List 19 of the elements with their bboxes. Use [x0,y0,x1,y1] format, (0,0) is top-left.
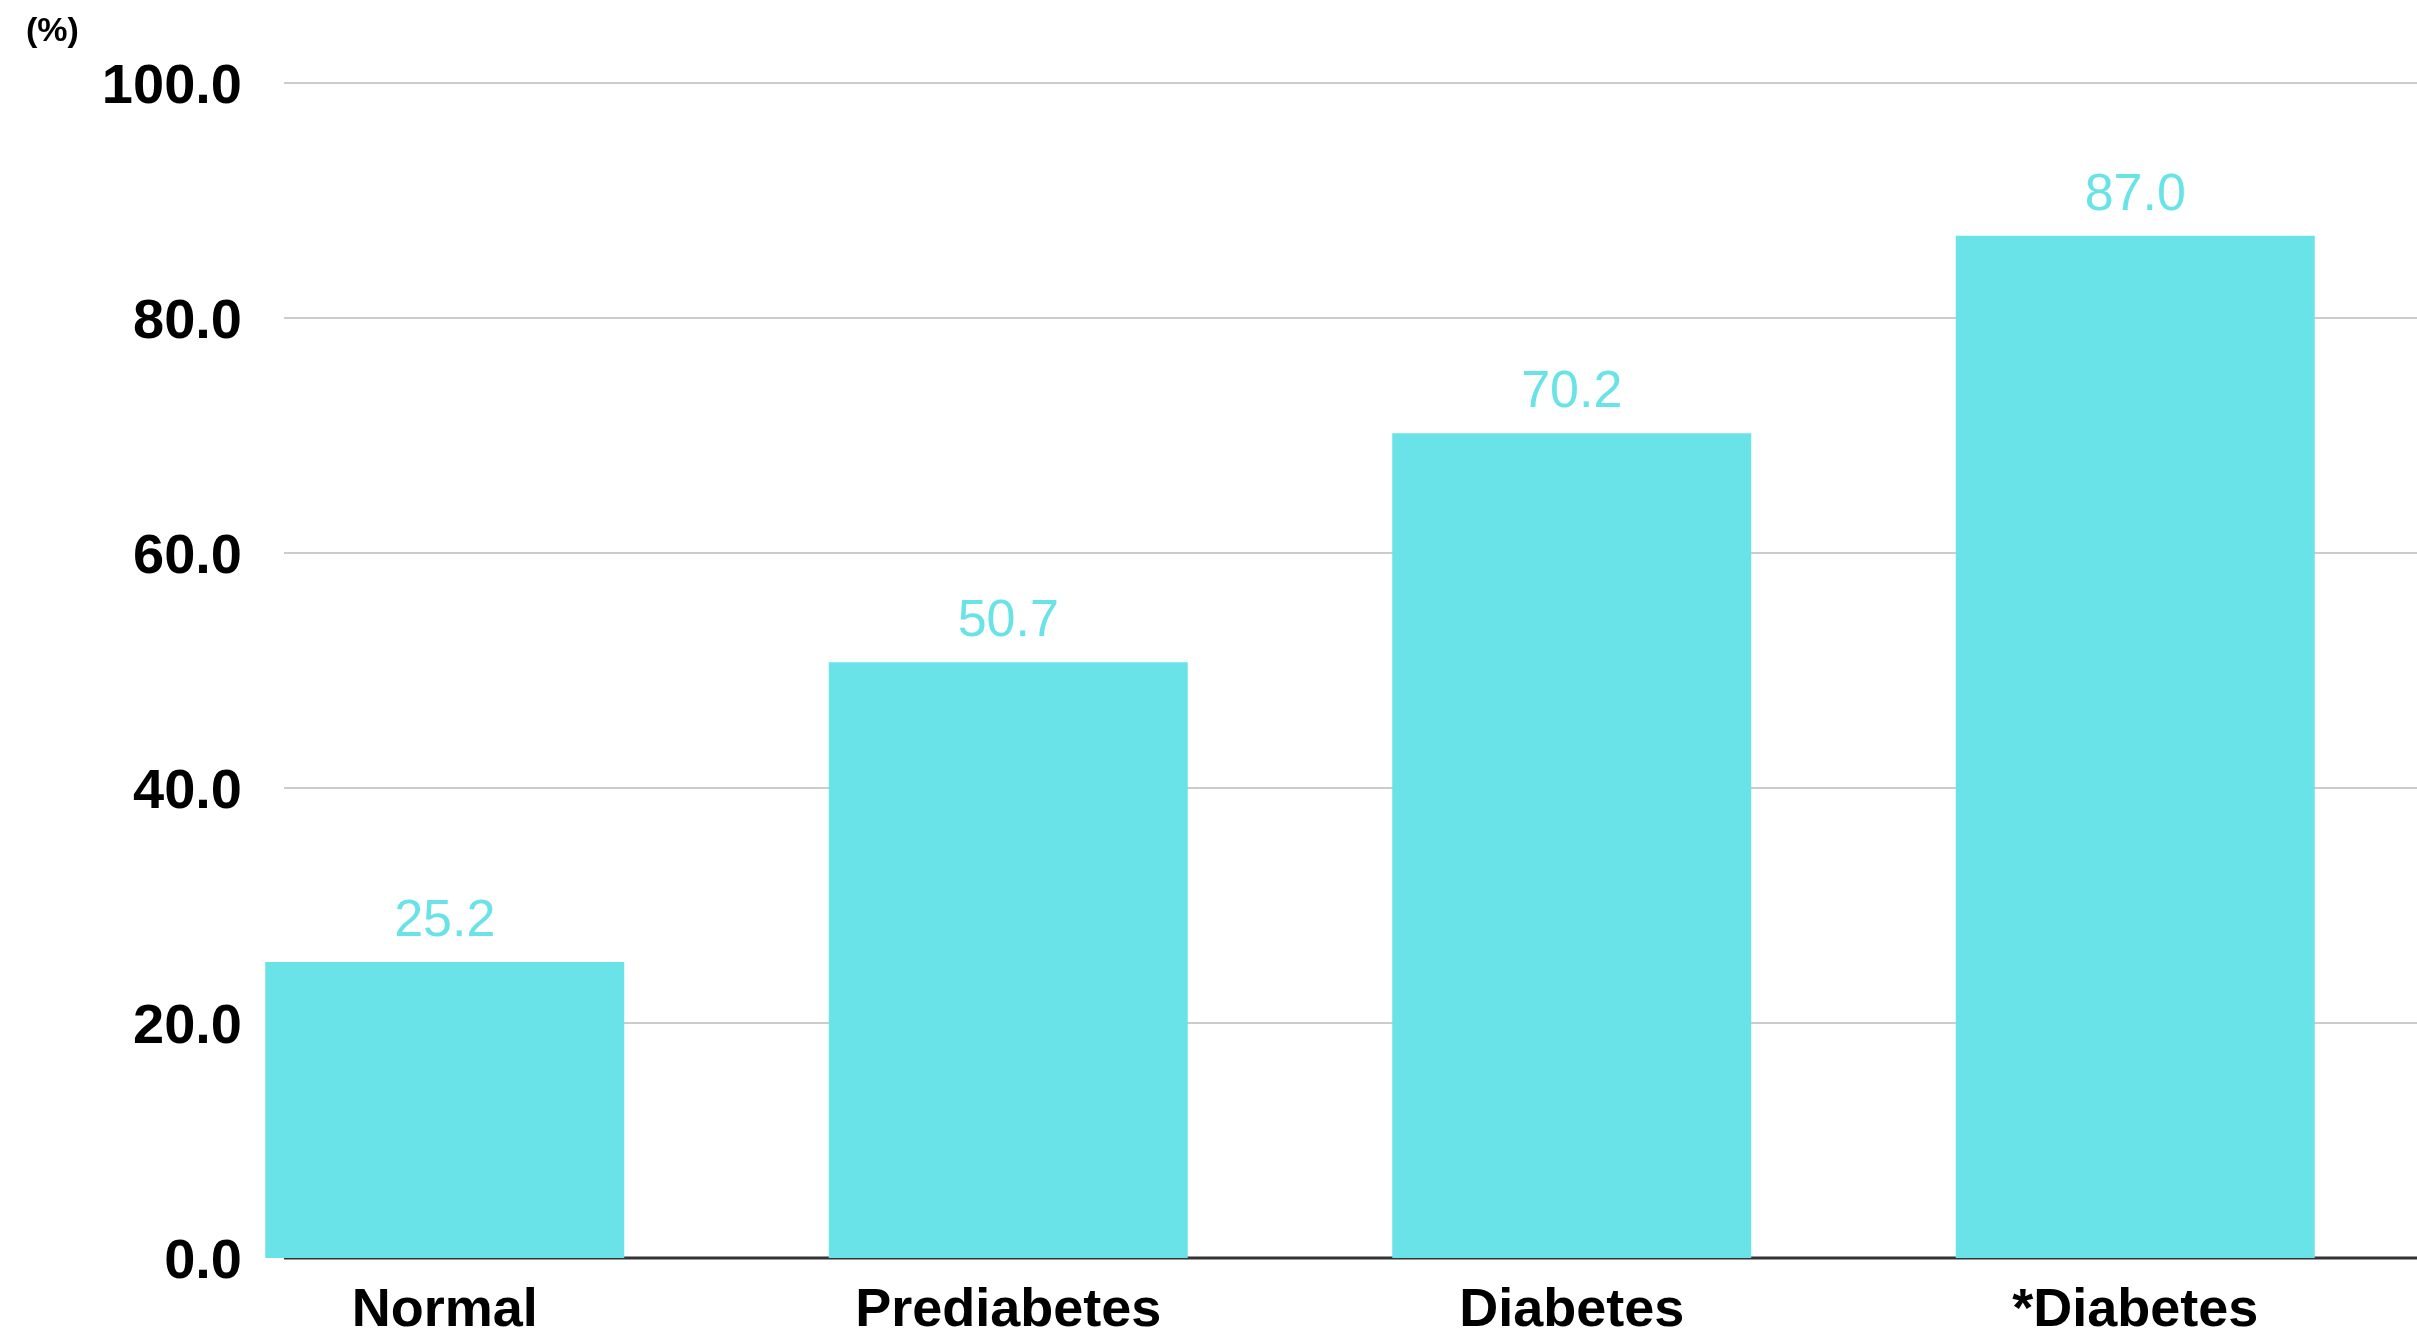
bar [1392,433,1752,1258]
y-tick-label: 100.0 [101,51,242,115]
bar [828,662,1188,1258]
x-tick-label: *Diabetes [2012,1277,2259,1337]
y-axis-title: (%) [26,10,79,48]
y-tick-label: 20.0 [133,991,242,1055]
y-tick-label: 40.0 [133,756,242,820]
data-label: 50.7 [957,589,1059,648]
x-tick-label: Prediabetes [855,1277,1162,1337]
data-label: 87.0 [2084,162,2186,221]
y-tick-label: 60.0 [133,521,242,585]
bar [1955,235,2315,1258]
x-tick-label: Diabetes [1459,1277,1685,1337]
y-tick-label: 80.0 [133,286,242,350]
data-label: 70.2 [1521,360,1623,419]
data-label: 25.2 [394,888,496,947]
y-tick-label: 0.0 [164,1226,242,1290]
bar [265,961,625,1258]
x-tick-label: Normal [351,1277,538,1337]
